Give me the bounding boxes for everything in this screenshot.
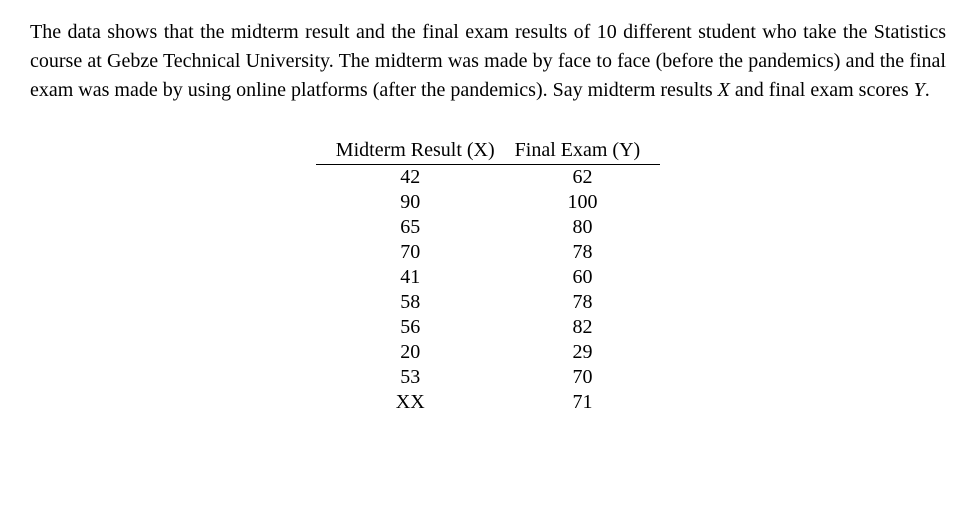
table-row: XX 71 — [316, 390, 660, 415]
cell-final: 71 — [505, 390, 661, 415]
cell-midterm: 41 — [316, 265, 505, 290]
cell-final: 78 — [505, 290, 661, 315]
cell-midterm: 90 — [316, 190, 505, 215]
cell-midterm: 53 — [316, 365, 505, 390]
paragraph-text-2: and final exam scores — [730, 79, 914, 101]
cell-midterm: 70 — [316, 240, 505, 265]
cell-final: 29 — [505, 340, 661, 365]
intro-paragraph: The data shows that the midterm result a… — [30, 18, 946, 105]
table-row: 42 62 — [316, 165, 660, 191]
cell-final: 78 — [505, 240, 661, 265]
table-row: 53 70 — [316, 365, 660, 390]
cell-midterm: 65 — [316, 215, 505, 240]
cell-final: 82 — [505, 315, 661, 340]
table-container: Midterm Result (X) Final Exam (Y) 42 62 … — [30, 137, 946, 415]
column-header-final: Final Exam (Y) — [505, 137, 661, 165]
results-table: Midterm Result (X) Final Exam (Y) 42 62 … — [316, 137, 660, 415]
variable-y: Y — [914, 79, 925, 101]
cell-final: 100 — [505, 190, 661, 215]
table-row: 20 29 — [316, 340, 660, 365]
table-header-row: Midterm Result (X) Final Exam (Y) — [316, 137, 660, 165]
variable-x: X — [718, 79, 730, 101]
table-row: 41 60 — [316, 265, 660, 290]
cell-final: 62 — [505, 165, 661, 191]
table-row: 65 80 — [316, 215, 660, 240]
cell-midterm: 20 — [316, 340, 505, 365]
paragraph-text-3: . — [925, 79, 930, 101]
column-header-midterm: Midterm Result (X) — [316, 137, 505, 165]
cell-midterm: XX — [316, 390, 505, 415]
table-row: 90 100 — [316, 190, 660, 215]
table-row: 70 78 — [316, 240, 660, 265]
table-row: 58 78 — [316, 290, 660, 315]
cell-midterm: 56 — [316, 315, 505, 340]
cell-final: 60 — [505, 265, 661, 290]
cell-midterm: 42 — [316, 165, 505, 191]
table-row: 56 82 — [316, 315, 660, 340]
cell-midterm: 58 — [316, 290, 505, 315]
cell-final: 70 — [505, 365, 661, 390]
cell-final: 80 — [505, 215, 661, 240]
